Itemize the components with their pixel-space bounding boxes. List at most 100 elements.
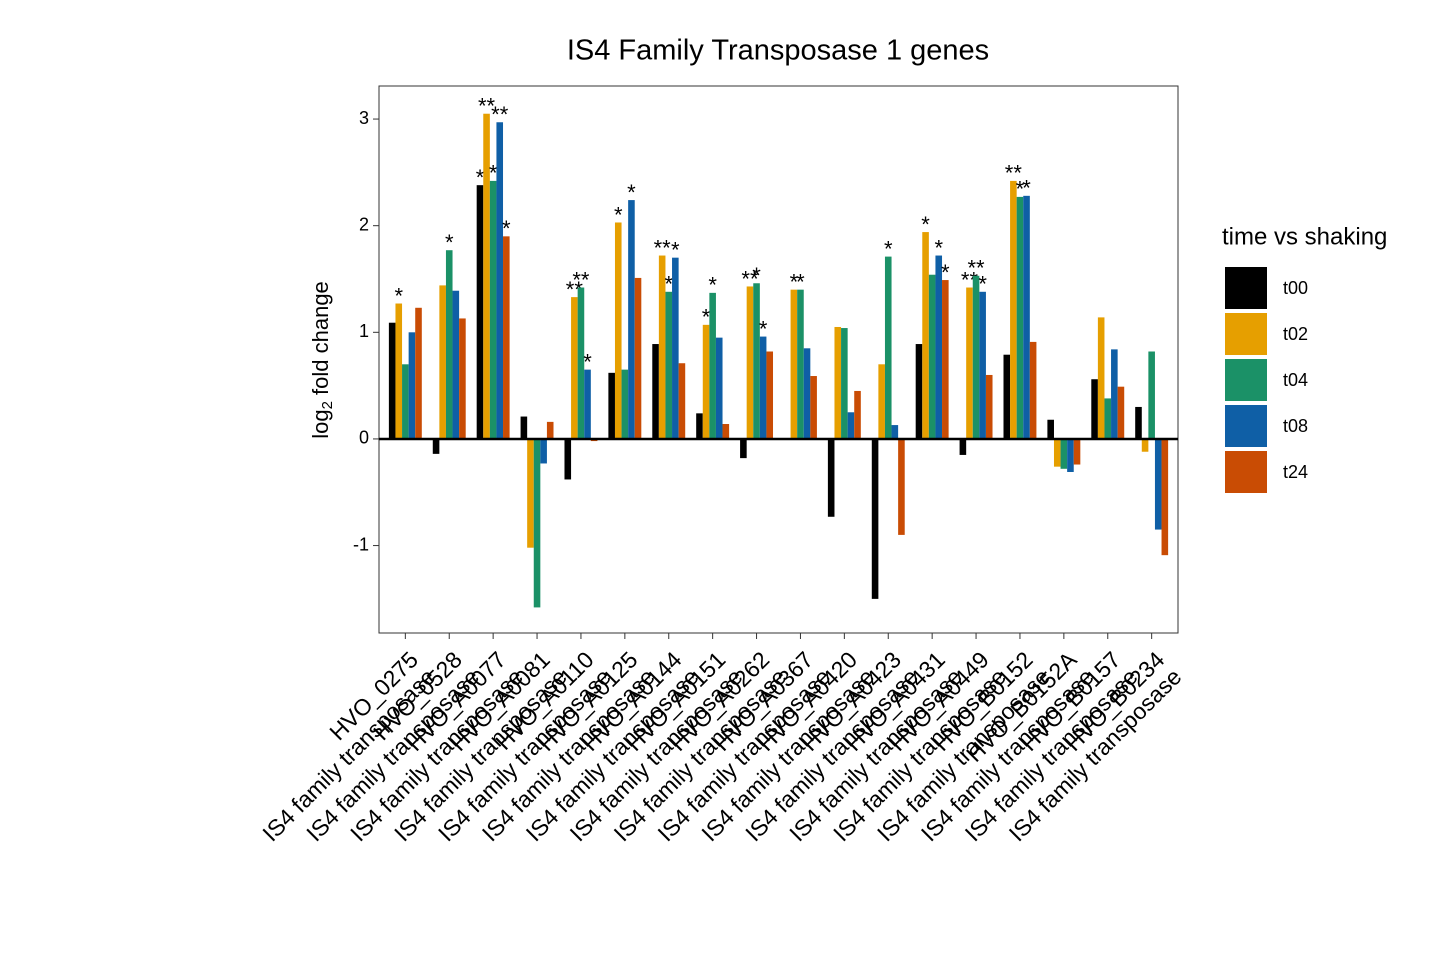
bar <box>658 255 666 439</box>
bar <box>746 286 754 439</box>
bar <box>972 275 980 439</box>
bar <box>1003 354 1011 439</box>
y-tick-label: 2 <box>359 214 369 234</box>
bar <box>891 425 899 439</box>
bar <box>665 291 673 439</box>
bar <box>432 438 440 454</box>
bar <box>884 256 892 439</box>
bar <box>898 438 905 535</box>
significance-label: * <box>759 316 768 341</box>
bar <box>533 438 541 608</box>
bar <box>571 297 578 439</box>
bar <box>1135 406 1142 439</box>
bar <box>759 336 767 439</box>
bar <box>922 232 929 439</box>
bar <box>614 222 622 439</box>
bar <box>445 250 453 439</box>
bar <box>489 180 497 439</box>
y-label-sub: 2 <box>319 401 336 409</box>
bar <box>395 303 403 439</box>
bar <box>928 274 936 439</box>
significance-label: * <box>752 263 761 288</box>
bar <box>608 372 615 439</box>
bar <box>408 332 416 439</box>
bar <box>476 185 484 439</box>
significance-label: * <box>941 260 950 285</box>
significance-label: * <box>921 212 930 237</box>
bar <box>1111 349 1118 439</box>
significance-label: * <box>884 236 893 261</box>
legend-label: t24 <box>1283 462 1308 482</box>
y-tick-label: 3 <box>359 108 369 128</box>
significance-label: * <box>489 161 498 186</box>
significance-label: * <box>796 269 805 294</box>
bar <box>1154 438 1162 530</box>
bar <box>1060 438 1068 469</box>
bar <box>520 416 528 439</box>
significance-label: ** <box>572 267 590 292</box>
significance-label: ** <box>491 102 509 127</box>
significance-label: * <box>934 235 943 260</box>
y-tick-label: -1 <box>353 534 369 554</box>
bar <box>634 277 642 439</box>
significance-label: * <box>394 283 403 308</box>
bar <box>1091 379 1098 439</box>
significance-label: * <box>790 269 799 294</box>
significance-label: * <box>1016 177 1025 202</box>
bar <box>1053 438 1061 467</box>
bar <box>483 113 490 439</box>
bar <box>722 424 730 439</box>
significance-label: * <box>476 165 485 190</box>
bar <box>564 438 572 480</box>
bar <box>678 363 686 439</box>
significance-label: * <box>1022 176 1031 201</box>
legend-swatch <box>1225 359 1267 401</box>
bar <box>452 290 460 439</box>
bar <box>496 122 504 439</box>
bar <box>388 322 396 439</box>
bar <box>942 280 949 439</box>
significance-label: * <box>702 305 711 330</box>
significance-label: ** <box>478 94 496 119</box>
significance-label: * <box>445 230 454 255</box>
panel <box>378 85 1179 634</box>
chart-title: IS4 Family Transposase 1 genes <box>567 35 989 67</box>
bar <box>628 200 635 439</box>
legend-label: t02 <box>1283 324 1308 344</box>
bar <box>540 438 547 464</box>
bar <box>527 438 534 548</box>
bar <box>621 369 629 439</box>
bar <box>766 351 774 439</box>
bar <box>702 324 710 439</box>
bar <box>709 292 716 439</box>
significance-label: * <box>502 216 511 241</box>
significance-label: * <box>583 349 592 374</box>
y-axis-label: log2 fold change <box>308 281 336 439</box>
bar <box>1117 386 1125 439</box>
bar <box>1104 398 1112 439</box>
legend-swatch <box>1225 313 1267 355</box>
bar <box>753 283 760 439</box>
bar <box>402 364 409 439</box>
bar <box>878 364 885 439</box>
bar <box>1023 195 1030 439</box>
bar <box>715 337 723 439</box>
bar <box>797 289 804 439</box>
significance-label: ** <box>654 235 672 260</box>
legend-label: t08 <box>1283 416 1308 436</box>
bar <box>827 438 835 517</box>
legend-swatch <box>1225 451 1267 493</box>
significance-label: * <box>708 273 717 298</box>
bar <box>415 307 422 439</box>
bar <box>459 318 466 439</box>
bar <box>985 374 993 439</box>
bar <box>841 328 848 439</box>
bar <box>1161 438 1169 556</box>
bar <box>1148 351 1155 439</box>
bar <box>584 369 591 439</box>
bar <box>979 291 986 439</box>
bar <box>854 390 861 439</box>
bar <box>546 421 554 439</box>
bar <box>696 413 703 439</box>
